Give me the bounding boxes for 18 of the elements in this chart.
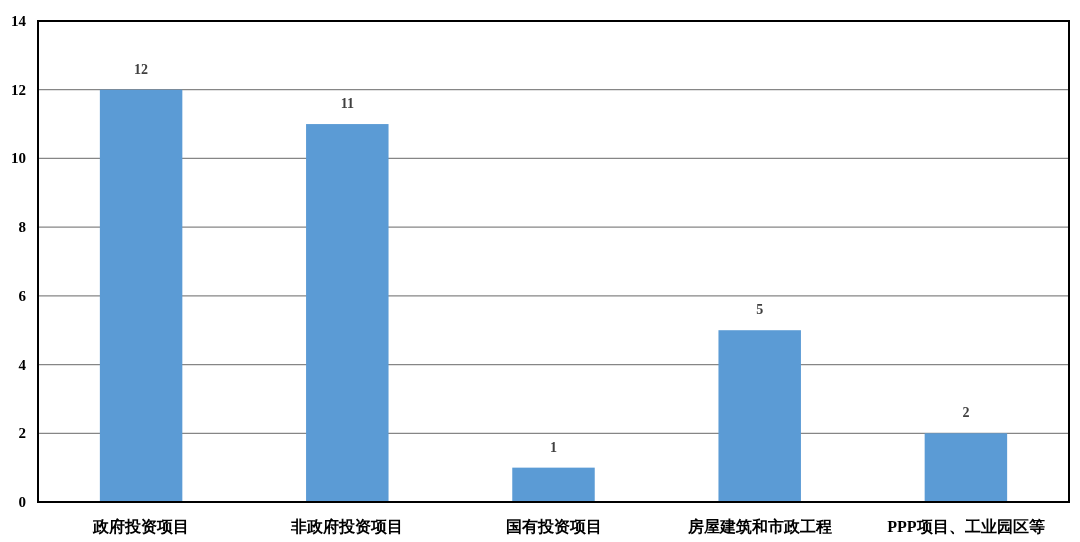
y-tick-label: 8 <box>18 219 26 236</box>
y-tick-label: 2 <box>18 425 26 442</box>
data-label: 12 <box>134 61 149 77</box>
x-tick-label: 国有投资项目 <box>505 518 602 535</box>
y-tick-label: 12 <box>11 81 26 98</box>
data-label: 11 <box>340 96 354 112</box>
x-tick-label: 房屋建筑和市政工程 <box>686 517 832 535</box>
x-tick-label: 政府投资项目 <box>92 517 190 535</box>
y-tick-label: 6 <box>18 287 27 304</box>
data-label: 5 <box>756 302 764 318</box>
y-tick-label: 14 <box>11 13 27 29</box>
data-label: 2 <box>962 405 970 421</box>
data-label: 1 <box>550 439 557 455</box>
x-tick-label: PPP项目、工业园区等 <box>887 518 1045 535</box>
y-tick-label: 4 <box>18 356 27 373</box>
y-tick-label: 10 <box>11 150 26 167</box>
x-tick-label: 非政府投资项目 <box>290 517 404 535</box>
y-tick-label: 0 <box>18 494 26 510</box>
